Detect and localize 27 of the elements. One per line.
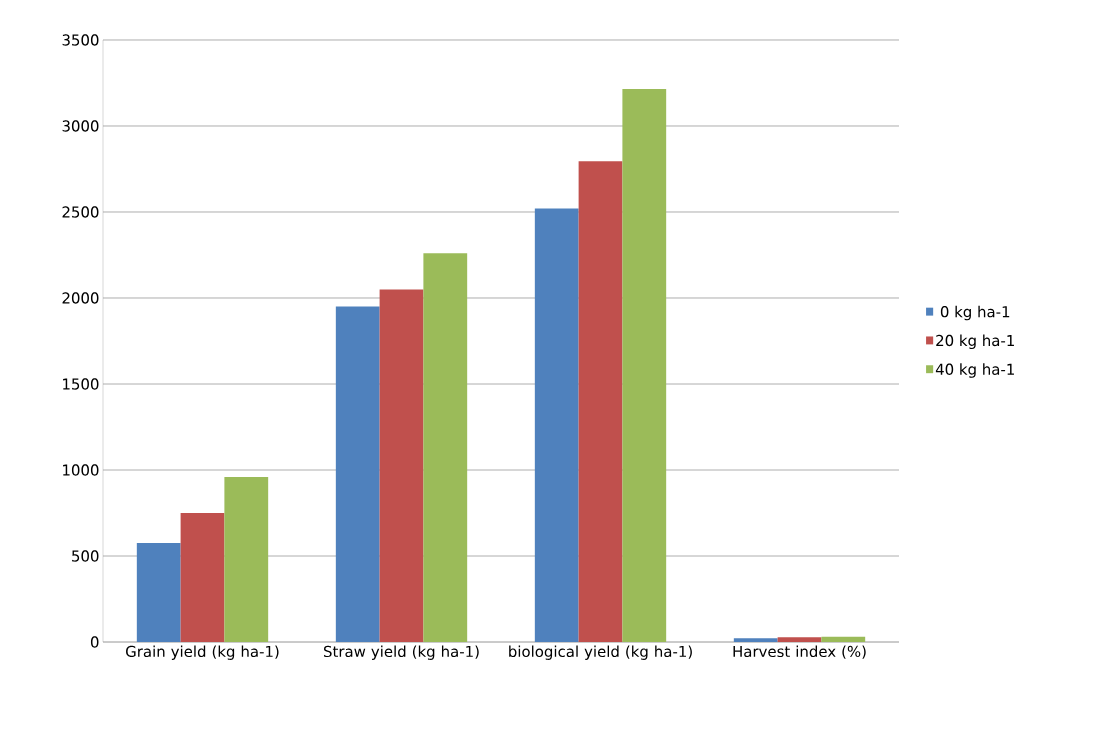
x-tick-label: Harvest index (%) [733,645,866,659]
y-tick-label: 500 [72,550,99,562]
bar [379,289,424,642]
bar [733,638,778,642]
y-tick-label: 2000 [62,292,99,304]
y-tick-label: 1500 [63,378,99,390]
legend-label: 20 kg ha-1 [936,334,1014,350]
bar [224,476,269,642]
bar [534,208,579,642]
legend-label: 0 kg ha-1 [940,305,1010,321]
bar [578,161,623,642]
y-tick-label: 3000 [62,120,99,132]
legend-label: 40 kg ha-1 [935,363,1014,378]
y-tick-label: 1000 [63,464,99,476]
bar [821,636,866,642]
y-tick-label: 3500 [62,34,99,46]
x-tick-label: Straw yield (kg ha-1) [324,645,479,660]
bar [423,253,468,642]
x-tick-label: biological yield (kg ha-1) [509,645,692,660]
y-tick-label: 2500 [62,206,99,218]
bar [777,637,822,642]
bar [622,89,667,642]
y-tick-label: 0 [90,636,99,648]
x-tick-label: Grain yield (kg ha-1) [126,645,279,660]
bar [335,306,380,642]
bar [136,543,181,642]
bar [180,513,225,642]
